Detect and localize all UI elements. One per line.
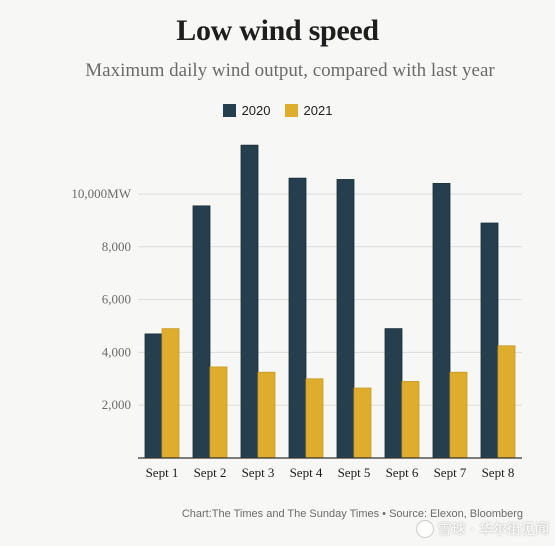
y-tick-label: 6,000 bbox=[102, 292, 131, 307]
source-note: Chart:The Times and The Sunday Times • S… bbox=[181, 508, 523, 520]
bar-2021 bbox=[257, 371, 276, 459]
bar-2020 bbox=[384, 328, 403, 459]
bar-2020 bbox=[432, 183, 451, 459]
bar-2020 bbox=[144, 333, 163, 459]
bar-2021 bbox=[401, 381, 420, 459]
bar-2020 bbox=[192, 205, 211, 459]
y-tick-label: 2,000 bbox=[102, 397, 131, 412]
snowball-logo-icon bbox=[415, 520, 434, 538]
bar-2020 bbox=[288, 177, 307, 459]
x-tick-label: Sept 3 bbox=[242, 465, 275, 480]
x-tick-label: Sept 8 bbox=[482, 465, 515, 480]
y-tick-label: 8,000 bbox=[102, 239, 131, 254]
chart-subtitle: Maximum daily wind output, compared with… bbox=[85, 60, 495, 81]
x-tick-label: Sept 1 bbox=[146, 465, 179, 480]
legend-swatch-2021 bbox=[284, 104, 298, 117]
legend: 2020 2021 bbox=[0, 103, 555, 118]
watermark-text: 雪球 · 华尔街见闻 bbox=[437, 522, 549, 538]
bar-2021 bbox=[353, 387, 372, 459]
legend-item-2021: 2021 bbox=[284, 103, 333, 118]
bar-2020 bbox=[480, 222, 499, 459]
legend-swatch-2020 bbox=[222, 104, 236, 117]
y-tick-label: 4,000 bbox=[102, 344, 131, 359]
x-tick-label: Sept 7 bbox=[434, 465, 467, 480]
watermark: 雪球 · 华尔街见闻 bbox=[415, 519, 549, 539]
legend-item-2020: 2020 bbox=[222, 103, 271, 118]
bar-2021 bbox=[161, 328, 180, 459]
bar-2021 bbox=[305, 378, 324, 459]
chart-title: Low wind speed bbox=[176, 14, 379, 47]
legend-label-2020: 2020 bbox=[241, 103, 271, 118]
y-tick-label: 10,000MW bbox=[71, 186, 131, 201]
bar-2021 bbox=[497, 345, 516, 459]
x-tick-label: Sept 6 bbox=[386, 465, 419, 480]
bar-2021 bbox=[449, 371, 468, 459]
legend-label-2021: 2021 bbox=[303, 103, 333, 118]
x-tick-label: Sept 4 bbox=[290, 465, 323, 480]
bar-2020 bbox=[240, 144, 259, 459]
x-tick-label: Sept 2 bbox=[194, 465, 227, 480]
x-tick-label: Sept 5 bbox=[338, 465, 371, 480]
bar-2020 bbox=[336, 179, 355, 459]
bar-2021 bbox=[209, 366, 228, 459]
